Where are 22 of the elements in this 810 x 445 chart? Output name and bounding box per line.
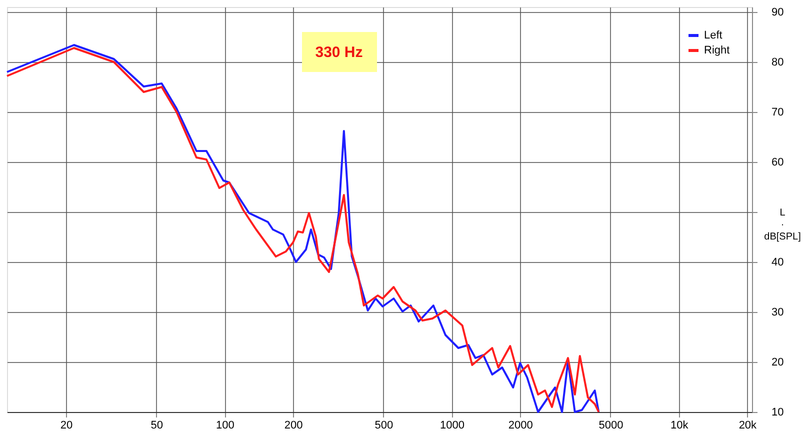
annotation: 330 Hz bbox=[315, 44, 363, 61]
x-tick-label: 20k bbox=[738, 420, 758, 432]
x-tick-label: 5000 bbox=[598, 420, 624, 432]
y-tick-label: 70 bbox=[772, 106, 784, 118]
y-tick-label: 10 bbox=[772, 406, 784, 418]
x-tick-label: 500 bbox=[374, 420, 394, 432]
x-tick-label: 10k bbox=[670, 420, 689, 432]
y-tick-label: 80 bbox=[772, 56, 784, 68]
x-tick-label: 200 bbox=[284, 420, 303, 432]
y-axis-title: L · dB[SPL] bbox=[764, 208, 802, 242]
x-tick-label: 1000 bbox=[440, 420, 464, 432]
y-tick-label: 30 bbox=[772, 306, 784, 318]
y-tick-label: 20 bbox=[772, 356, 784, 368]
x-tick-label: 2000 bbox=[508, 420, 533, 432]
legend-label: Right bbox=[704, 44, 730, 56]
y-tick-label: 40 bbox=[772, 256, 784, 268]
x-tick-label: 20 bbox=[60, 420, 73, 432]
x-tick-label: 50 bbox=[150, 420, 163, 432]
y-tick-label: 60 bbox=[772, 156, 784, 168]
legend-label: Left bbox=[704, 30, 722, 42]
x-tick-label: 100 bbox=[216, 420, 234, 432]
y-tick-label: 90 bbox=[772, 6, 784, 18]
